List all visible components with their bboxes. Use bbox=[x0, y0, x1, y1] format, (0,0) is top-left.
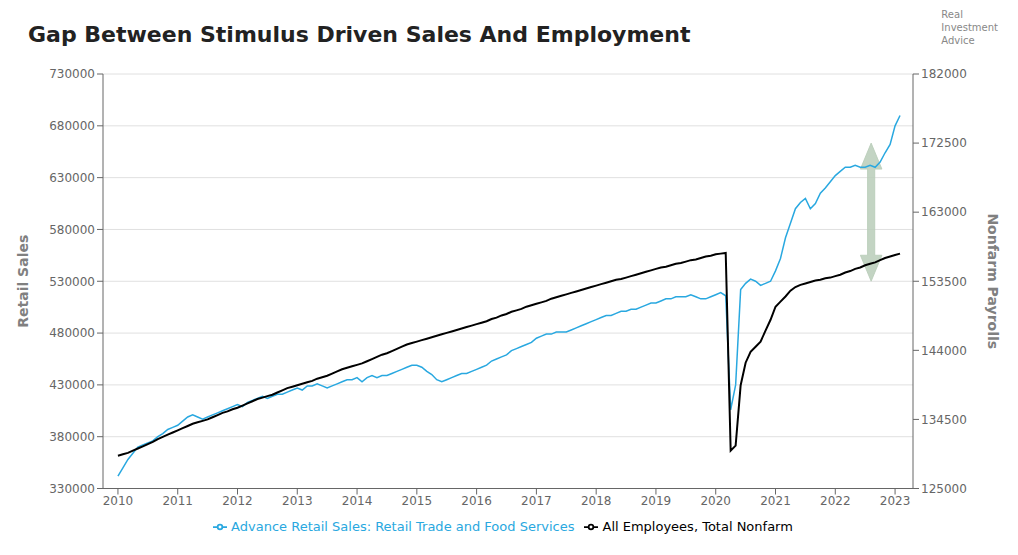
svg-text:2014: 2014 bbox=[342, 494, 373, 508]
svg-text:2018: 2018 bbox=[581, 494, 612, 508]
svg-text:163000: 163000 bbox=[921, 205, 967, 219]
svg-text:480000: 480000 bbox=[49, 326, 95, 340]
svg-text:2019: 2019 bbox=[641, 494, 672, 508]
svg-text:2012: 2012 bbox=[222, 494, 253, 508]
svg-text:Nonfarm Payrolls: Nonfarm Payrolls bbox=[985, 213, 1001, 349]
html-text:Investment: Investment bbox=[941, 22, 998, 33]
svg-text:2020: 2020 bbox=[700, 494, 731, 508]
svg-text:430000: 430000 bbox=[49, 378, 95, 392]
svg-text:2010: 2010 bbox=[103, 494, 134, 508]
svg-text:2022: 2022 bbox=[820, 494, 851, 508]
svg-text:2017: 2017 bbox=[521, 494, 552, 508]
svg-text:680000: 680000 bbox=[49, 119, 95, 133]
svg-text:380000: 380000 bbox=[49, 430, 95, 444]
html-text:Gap Between Stimulus Driven Sa: Gap Between Stimulus Driven Sales And Em… bbox=[28, 22, 691, 47]
svg-text:2016: 2016 bbox=[461, 494, 492, 508]
html-text:Real: Real bbox=[941, 9, 963, 20]
html-text:Advice: Advice bbox=[941, 35, 975, 46]
svg-text:2011: 2011 bbox=[162, 494, 193, 508]
svg-text:144000: 144000 bbox=[921, 344, 967, 358]
svg-text:630000: 630000 bbox=[49, 171, 95, 185]
svg-text:153500: 153500 bbox=[921, 275, 967, 289]
svg-text:730000: 730000 bbox=[49, 67, 95, 81]
svg-text:2023: 2023 bbox=[880, 494, 911, 508]
svg-text:580000: 580000 bbox=[49, 223, 95, 237]
svg-text:330000: 330000 bbox=[49, 482, 95, 496]
svg-text:2021: 2021 bbox=[760, 494, 791, 508]
svg-text:134500: 134500 bbox=[921, 413, 967, 427]
svg-text:2013: 2013 bbox=[282, 494, 313, 508]
svg-text:172500: 172500 bbox=[921, 136, 967, 150]
svg-text:Retail Sales: Retail Sales bbox=[15, 235, 31, 328]
svg-text:2015: 2015 bbox=[402, 494, 433, 508]
html-text:Advance Retail Sales: Retail T: Advance Retail Sales: Retail Trade and F… bbox=[231, 518, 575, 534]
html-text:All Employees, Total Nonfarm: All Employees, Total Nonfarm bbox=[602, 518, 793, 534]
svg-text:125000: 125000 bbox=[921, 482, 967, 496]
svg-text:530000: 530000 bbox=[49, 275, 95, 289]
svg-text:182000: 182000 bbox=[921, 67, 967, 81]
